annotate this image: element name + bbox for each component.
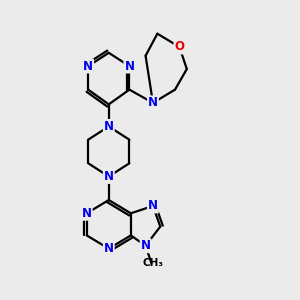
Text: N: N: [104, 242, 114, 255]
Text: N: N: [148, 96, 158, 110]
Text: N: N: [148, 200, 158, 212]
Text: CH₃: CH₃: [142, 258, 164, 268]
Text: N: N: [83, 60, 93, 73]
Text: O: O: [174, 40, 184, 53]
Text: N: N: [104, 120, 114, 133]
Text: N: N: [124, 60, 134, 73]
Text: N: N: [104, 170, 114, 183]
Text: N: N: [141, 239, 151, 252]
Text: N: N: [82, 207, 92, 220]
